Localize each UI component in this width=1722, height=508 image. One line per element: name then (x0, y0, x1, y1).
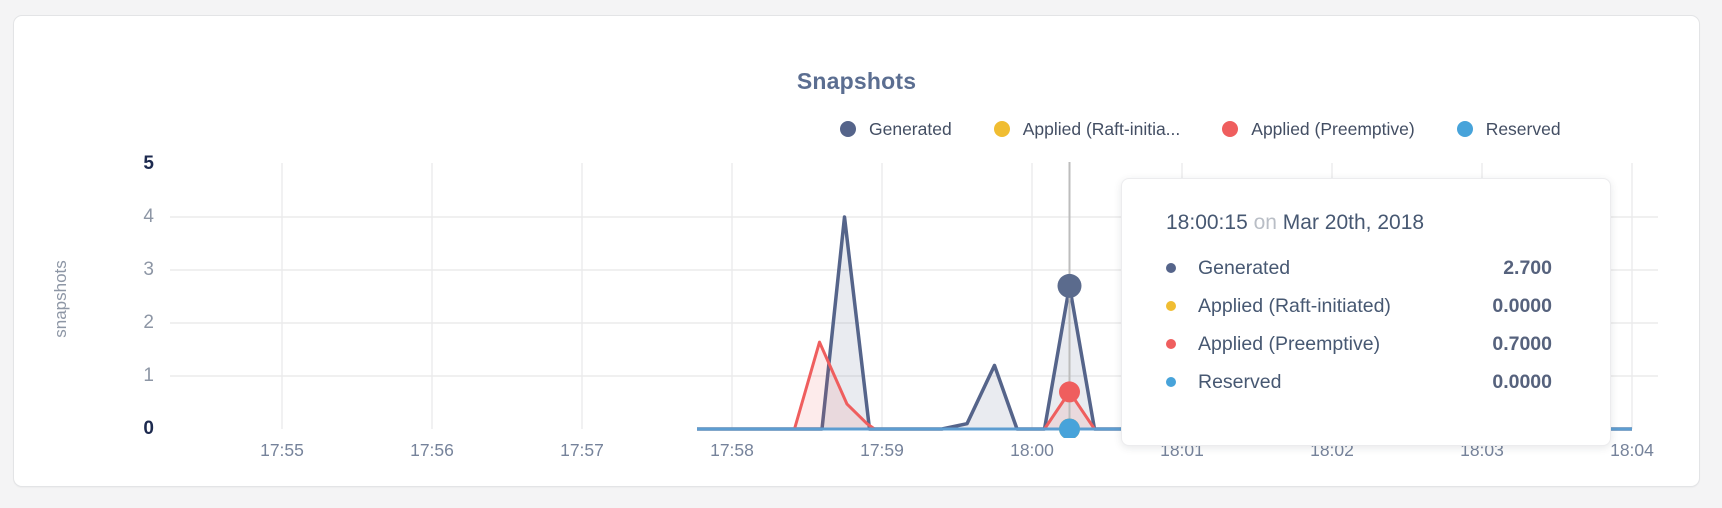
tooltip-header: 18:00:15 on Mar 20th, 2018 (1166, 211, 1552, 235)
legend-dot-icon (1222, 121, 1239, 137)
tooltip-row: Generated 2.700 (1166, 249, 1552, 287)
tooltip-series-label: Reserved (1198, 370, 1282, 393)
legend-item[interactable]: Generated (840, 119, 952, 140)
series-line (697, 340, 1632, 431)
tooltip-series-dot-icon (1166, 377, 1176, 387)
tooltip-date: Mar 20th, 2018 (1282, 211, 1425, 234)
legend-item[interactable]: Applied (Raft-initia... (993, 118, 1181, 140)
hover-tooltip: 18:00:15 on Mar 20th, 2018 Generated 2.70… (1121, 178, 1611, 446)
x-tick-label: 17:57 (560, 440, 604, 460)
tooltip-series-label: Applied (Raft-initiated) (1198, 294, 1391, 317)
legend-item[interactable]: Reserved (1456, 118, 1561, 140)
hover-dot (1059, 418, 1080, 438)
tooltip-series-value: 0.0000 (1492, 294, 1552, 317)
y-tick-label: 4 (143, 206, 154, 227)
legend-dot-icon (1456, 121, 1473, 137)
x-tick-label: 17:55 (260, 440, 304, 460)
tooltip-row: Applied (Preemptive) 0.7000 (1166, 325, 1552, 363)
legend-item-label: Applied (Preemptive) (1251, 118, 1415, 139)
tooltip-series-value: 0.7000 (1492, 332, 1552, 355)
legend-dot-icon (993, 121, 1010, 137)
x-tick-label: 17:59 (860, 440, 904, 460)
tooltip-series-dot-icon (1166, 339, 1176, 349)
y-tick-label: 5 (143, 153, 154, 174)
chart-legend: Generated Applied (Raft-initia... Applied … (840, 117, 1561, 141)
tooltip-series-label: Applied (Preemptive) (1198, 332, 1381, 355)
x-tick-label: 17:56 (410, 440, 454, 460)
y-axis-label: snapshots (51, 260, 70, 338)
tooltip-series-dot-icon (1166, 263, 1176, 273)
tooltip-time: 18:00:15 (1166, 211, 1248, 234)
tooltip-row: Applied (Raft-initiated) 0.0000 (1166, 287, 1552, 325)
x-tick-label: 18:00 (1010, 440, 1054, 460)
legend-dot-icon (840, 121, 856, 137)
y-tick-label: 2 (143, 312, 154, 333)
legend-item[interactable]: Applied (Preemptive) (1222, 118, 1415, 140)
hover-dot (1059, 381, 1080, 403)
chart-title: Snapshots (796, 68, 917, 94)
snapshots-chart-card: Snapshots Generated Applied (Raft-initia.… (13, 15, 1700, 487)
y-tick-label: 0 (143, 418, 154, 439)
tooltip-series-dot-icon (1166, 301, 1176, 311)
hover-dot (1057, 273, 1082, 298)
legend-item-label: Generated (869, 118, 952, 139)
tooltip-conjunction: on (1253, 211, 1277, 234)
tooltip-series-value: 0.0000 (1492, 370, 1552, 393)
series-line (697, 215, 1632, 431)
tooltip-series-value: 2.700 (1503, 256, 1552, 279)
y-tick-label: 1 (143, 365, 154, 386)
tooltip-series-label: Generated (1198, 256, 1291, 279)
legend-item-label: Applied (Raft-initia... (1022, 118, 1181, 139)
tooltip-row: Reserved 0.0000 (1166, 363, 1552, 401)
legend-item-label: Reserved (1485, 118, 1561, 139)
y-tick-label: 3 (143, 259, 154, 280)
x-tick-label: 17:58 (710, 440, 754, 460)
x-tick-label: 18:04 (1610, 440, 1654, 460)
